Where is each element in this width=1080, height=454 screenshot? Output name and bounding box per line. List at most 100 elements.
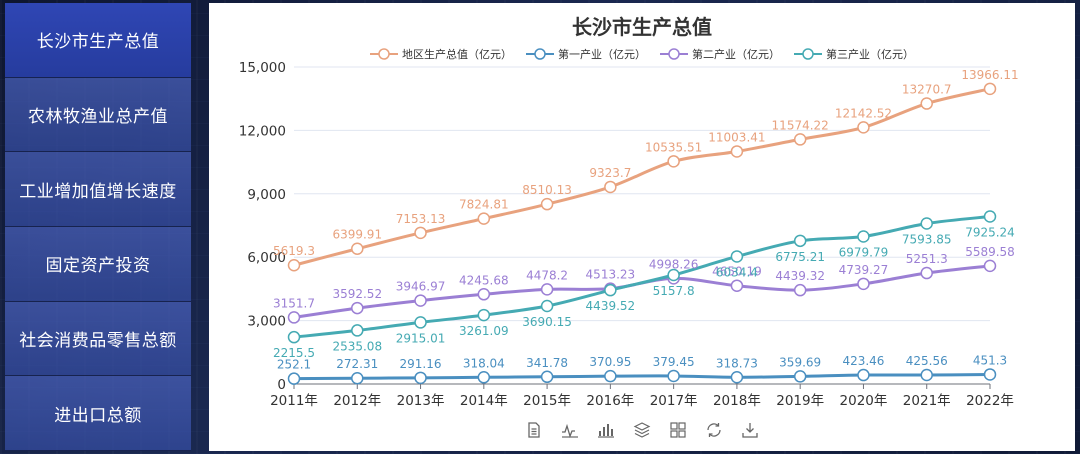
data-label: 7925.24 [965,226,1015,240]
data-label: 3592.52 [332,287,382,301]
data-point [604,369,617,383]
legend-label: 第一产业（亿元） [558,47,646,61]
legend-marker [802,48,814,60]
data-label: 4478.2 [526,268,568,282]
data-point [730,279,744,292]
data-point [351,324,364,337]
data-label: 4513.23 [586,268,636,282]
series-line [293,372,991,381]
nav-item-import-export[interactable]: 进出口总额 [5,376,191,452]
x-tick-label: 2018年 [713,393,761,409]
chart-panel: 长沙市生产总值 地区生产总值（亿元） 第一产业（亿元） 第二产业（亿元） 第三产业（亿… [209,3,1075,451]
data-point [414,226,427,240]
legend-item[interactable]: 第二产业（亿元） [660,47,780,61]
data-point [857,368,870,382]
data-point [730,371,744,384]
y-tick-label: 0 [277,377,286,393]
data-point [793,133,807,146]
x-tick-label: 2020年 [840,393,888,409]
data-point [920,217,933,230]
nav-item-label: 固定资产投资 [45,256,151,277]
data-point [730,250,744,263]
legend-item[interactable]: 第一产业（亿元） [526,47,646,61]
data-point [604,283,617,297]
data-point [983,259,997,273]
data-label: 9323.7 [589,166,631,180]
y-tick-label: 6,000 [247,250,286,266]
legend-label: 第三产业（亿元） [826,47,914,61]
data-point [540,283,554,296]
data-label: 8510.13 [522,183,572,197]
chart-toolbox [209,421,1075,439]
data-label: 6775.21 [775,250,825,264]
legend-item[interactable]: 地区生产总值（亿元） [370,47,512,61]
stack-icon[interactable] [633,421,651,439]
data-label: 3690.15 [522,315,572,329]
data-point [793,234,807,248]
data-label: 451.3 [973,353,1007,367]
data-view-icon[interactable] [525,421,543,439]
data-point [351,242,364,255]
nav-item-agriculture[interactable]: 农林牧渔业总产值 [5,77,191,153]
data-label: 7824.81 [459,198,509,212]
nav-item-label: 农林牧渔业总产值 [28,107,168,127]
data-point [351,371,364,385]
y-tick-label: 9,000 [247,187,286,203]
data-label: 4439.32 [775,269,825,283]
data-label: 11003.41 [708,130,765,144]
data-label: 359.69 [779,355,821,369]
x-tick-label: 2015年 [523,393,571,409]
data-point [793,283,807,297]
data-point [287,311,301,324]
nav-item-retail-sales[interactable]: 社会消费品零售总额 [5,301,191,377]
data-point [287,258,301,272]
nav-item-fixed-investment[interactable]: 固定资产投资 [5,227,191,302]
save-image-icon[interactable] [741,421,759,439]
data-label: 13270.7 [902,83,952,97]
data-label: 4245.68 [459,273,509,287]
legend-item[interactable]: 第三产业（亿元） [794,47,914,61]
y-tick-label: 3,000 [247,314,286,330]
x-tick-label: 2014年 [460,393,508,409]
data-label: 425.56 [906,354,948,368]
data-point [857,277,870,291]
nav-item-label: 工业增加值增长速度 [19,181,177,202]
data-point [857,121,870,134]
data-label: 6399.91 [332,228,382,242]
sidebar-nav: 长沙市生产总值 农林牧渔业总产值 工业增加值增长速度 固定资产投资 社会消费品零… [5,3,191,452]
data-label: 3946.97 [396,280,446,294]
data-label: 2215.5 [273,346,315,360]
nav-item-gdp[interactable]: 长沙市生产总值 [5,3,191,78]
bar-chart-icon[interactable] [597,421,615,439]
data-label: 5589.58 [965,245,1015,259]
nav-item-industry-growth[interactable]: 工业增加值增长速度 [5,152,191,228]
data-point [920,266,933,280]
data-label: 4998.26 [649,257,699,271]
nav-item-label: 长沙市生产总值 [36,32,160,53]
x-tick-label: 2011年 [270,393,318,409]
line-chart: 长沙市生产总值 地区生产总值（亿元） 第一产业（亿元） 第二产业（亿元） 第三产业（亿… [239,15,1019,409]
data-label: 7153.13 [396,212,446,226]
data-labels: 5619.3 6399.91 7153.13 7824.81 8510.13 9323.7… [273,68,1019,372]
chart-legend: 地区生产总值（亿元） 第一产业（亿元） 第二产业（亿元） 第三产业（亿元） [370,47,914,61]
legend-marker [378,48,390,60]
tiled-icon[interactable] [669,421,687,439]
data-label: 7593.85 [902,233,952,247]
data-label: 272.31 [336,357,378,371]
data-label: 318.73 [716,356,758,370]
data-label: 3151.7 [273,296,315,310]
data-point [857,230,870,243]
data-label: 6979.79 [839,245,889,259]
x-tick-label: 2019年 [776,393,824,409]
data-point [287,372,301,385]
data-point [920,368,933,382]
data-label: 2915.01 [396,331,446,345]
legend-label: 地区生产总值（亿元） [402,47,512,61]
restore-icon[interactable] [705,421,723,439]
line-chart-icon[interactable] [561,421,579,439]
data-point [540,197,554,211]
data-point [667,155,680,168]
data-point [793,370,807,383]
data-label: 4650.19 [712,265,762,279]
data-label: 4439.52 [586,299,636,313]
